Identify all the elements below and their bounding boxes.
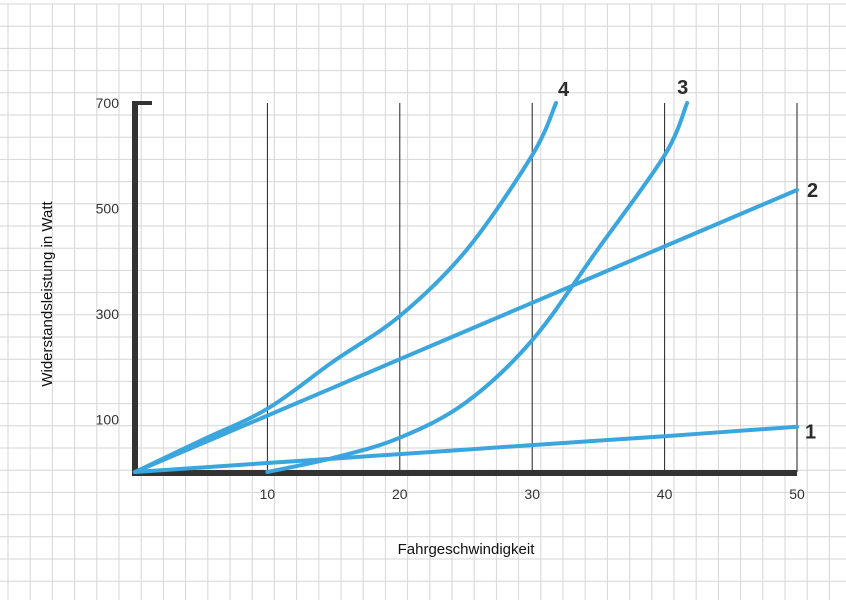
x-tick-label: 10 bbox=[260, 486, 276, 502]
x-tick-label: 30 bbox=[524, 486, 540, 502]
y-tick-label: 300 bbox=[96, 306, 120, 322]
vertical-gridlines bbox=[266, 103, 798, 472]
y-tick-label: 700 bbox=[96, 95, 120, 111]
series-3-line bbox=[265, 101, 690, 474]
series-3-label: 3 bbox=[677, 77, 688, 99]
series-4-line bbox=[133, 101, 558, 474]
series-2-line bbox=[133, 188, 799, 474]
tick-labels: 10 20 30 40 50 100 300 500 700 bbox=[96, 95, 805, 502]
series-2-label: 2 bbox=[807, 180, 818, 202]
series-4-label: 4 bbox=[558, 79, 570, 101]
x-tick-label: 40 bbox=[657, 486, 673, 502]
paper-grid bbox=[0, 3, 846, 600]
x-tick-label: 50 bbox=[789, 486, 805, 502]
series-lines bbox=[133, 101, 799, 474]
series-labels: 1 2 3 4 bbox=[558, 77, 818, 444]
series-1-line bbox=[133, 424, 799, 474]
y-tick-label: 500 bbox=[96, 200, 120, 216]
x-tick-label: 20 bbox=[392, 486, 408, 502]
x-axis-title: Fahrgeschwindigkeit bbox=[398, 541, 536, 558]
series-1-label: 1 bbox=[805, 422, 816, 444]
y-axis-title: Widerstandsleistung in Watt bbox=[39, 200, 56, 386]
y-tick-label: 100 bbox=[96, 411, 120, 427]
